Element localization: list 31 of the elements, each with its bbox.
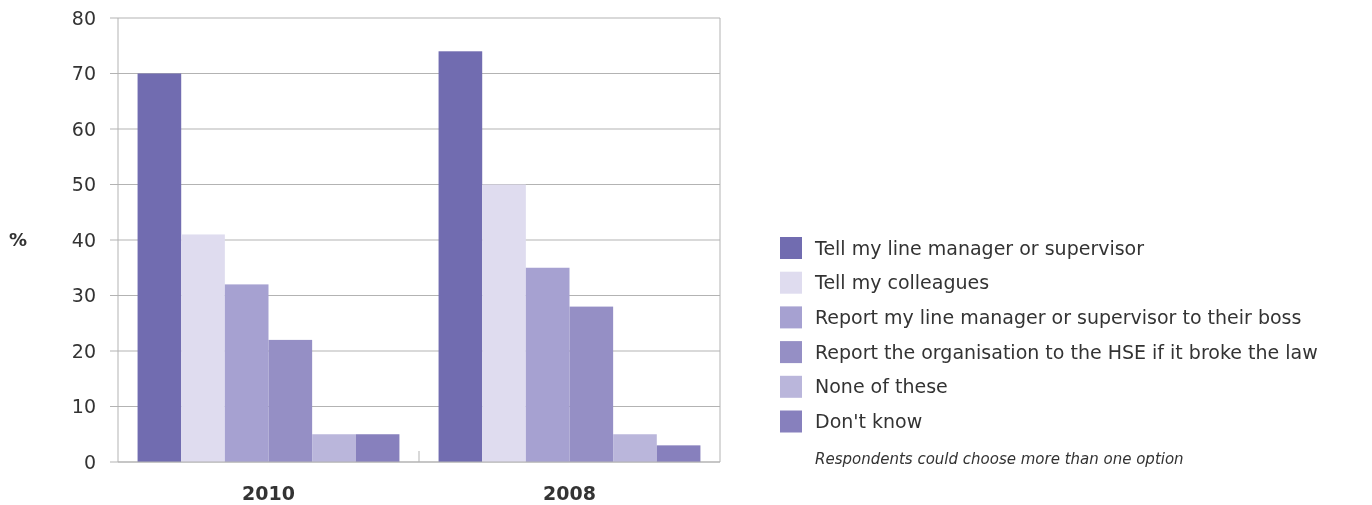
legend-label: None of these [815,375,948,398]
bar [355,434,400,462]
y-tick-label: 20 [71,339,96,362]
x-tick-label: 2010 [242,482,295,504]
y-tick-label: 10 [71,395,96,418]
legend-label: Tell my line manager or supervisor [814,236,1145,259]
bar [613,434,657,462]
bar [482,184,526,462]
y-tick-label: 40 [71,228,96,251]
y-axis-title: % [8,229,28,251]
bar [268,339,313,462]
y-tick-label: 60 [71,117,96,140]
bar [224,284,269,462]
bar [656,445,701,462]
bar [525,267,570,462]
bar [438,51,483,462]
y-tick-label: 50 [71,173,96,196]
y-tick-label: 0 [83,450,96,473]
bar [181,234,225,462]
bar [569,306,614,462]
legend-label: Don't know [815,410,923,433]
legend-label: Tell my colleagues [814,271,990,294]
legend-label: Report my line manager or supervisor to their boss [815,306,1302,329]
x-tick-label: 2008 [543,482,596,504]
y-tick-label: 70 [71,62,96,85]
y-tick-label: 30 [71,284,96,307]
bar [137,73,182,462]
y-tick-label: 80 [71,6,96,29]
legend-label: Report the organisation to the HSE if it broke the law [815,340,1318,363]
bar [312,434,356,462]
text: Respondents could choose more than one option [815,450,1184,469]
